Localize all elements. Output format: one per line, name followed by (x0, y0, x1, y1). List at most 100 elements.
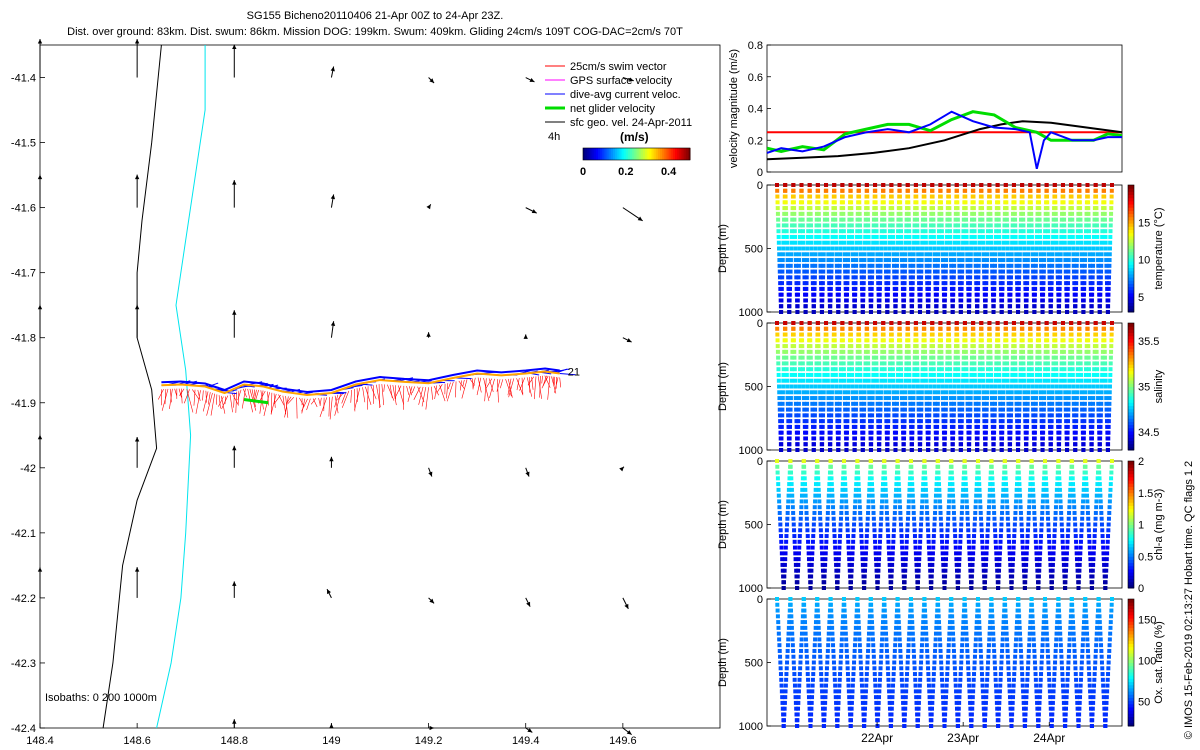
temperature-sample (1052, 188, 1057, 193)
salinity-sample (1080, 407, 1085, 412)
chla-sample (866, 493, 871, 498)
salinity-sample (965, 413, 970, 418)
temperature-sample (912, 217, 917, 222)
chla-sample (838, 516, 843, 521)
salinity-sample (865, 338, 870, 343)
chla-sample (906, 510, 911, 515)
salinity-sample (1091, 372, 1096, 377)
temperature-sample (785, 252, 790, 257)
salinity-sample (792, 349, 797, 354)
temperature-colorbar-cell (1128, 242, 1134, 246)
temperature-sample (902, 286, 907, 291)
salinity-sample (926, 424, 931, 429)
salinity-sample (1099, 407, 1104, 412)
salinity-sample (1104, 396, 1109, 401)
salinity-sample (843, 407, 848, 412)
salinity-sample (1017, 390, 1022, 395)
chla-sample (906, 505, 911, 510)
chla-sample (902, 574, 907, 579)
temperature-sample (899, 246, 904, 251)
temperature-sample (1035, 223, 1040, 228)
chla-sample (889, 574, 894, 579)
salinity-sample (951, 436, 956, 441)
salinity-sample (860, 448, 865, 452)
temperature-sample (802, 269, 807, 274)
temperature-sample (961, 234, 966, 239)
salinity-sample (846, 378, 851, 383)
salinity-sample (838, 390, 843, 395)
temperature-sample (873, 200, 878, 205)
temperature-sample (923, 240, 928, 245)
temperature-sample (888, 223, 893, 228)
temperature-colorbar-cell (1128, 207, 1134, 211)
temperature-sample (977, 234, 982, 239)
temperature-sample (924, 269, 929, 274)
sfc-vector-head (134, 39, 140, 44)
salinity-sample (927, 413, 932, 418)
temperature-colorbar-cell (1128, 219, 1134, 224)
legend-note: 4h (548, 131, 560, 143)
chla-sample (840, 487, 845, 492)
salinity-sample (979, 338, 984, 343)
salinity-sample (842, 378, 847, 383)
salinity-sample (1097, 442, 1102, 447)
salinity-sample (1091, 390, 1096, 395)
salinity-sample (1066, 390, 1071, 395)
temperature-sample (955, 200, 960, 205)
temperature-sample (1108, 234, 1113, 239)
chla-sample (938, 516, 943, 521)
temperature-sample (1016, 298, 1021, 303)
temperature-sample (1012, 206, 1017, 211)
sfc-vector (428, 725, 435, 731)
salinity-sample (783, 332, 788, 337)
salinity-sample (943, 419, 948, 424)
salinity-sample (1106, 436, 1111, 441)
salinity-sample (1100, 355, 1105, 360)
salinity-sample (969, 384, 974, 389)
chla-sample (830, 493, 835, 498)
salinity-sample (993, 384, 998, 389)
temperature-sample (1062, 229, 1067, 234)
salinity-sample (864, 321, 869, 325)
salinity-colorbar-cell (1128, 440, 1134, 445)
salinity-sample (1006, 390, 1011, 395)
temperature-sample (1029, 217, 1034, 222)
salinity-sample (870, 401, 875, 406)
chla-sample (799, 505, 804, 510)
salinity-sample (1099, 396, 1104, 401)
temperature-sample (837, 286, 842, 291)
temperature-sample (939, 223, 944, 228)
temperature-sample (967, 310, 972, 314)
temperature-colorbar-cell (1128, 299, 1134, 303)
swim-vector (192, 389, 199, 400)
temperature-sample (1056, 310, 1061, 314)
temperature-sample (865, 200, 870, 205)
temperature-sample (878, 275, 883, 280)
chla-sample (824, 528, 829, 533)
salinity-sample (849, 355, 854, 360)
temperature-sample (998, 258, 1003, 263)
salinity-sample (906, 349, 911, 354)
salinity-sample (916, 401, 921, 406)
salinity-sample (936, 396, 941, 401)
swim-vector (157, 388, 164, 400)
salinity-sample (1089, 448, 1094, 452)
temperature-sample (1065, 286, 1070, 291)
salinity-sample (1088, 401, 1093, 406)
swim-vector (218, 395, 221, 409)
temperature-sample (795, 310, 800, 314)
chla-sample (805, 534, 810, 539)
temperature-sample (863, 229, 868, 234)
chla-sample (961, 482, 966, 487)
salinity-ytick-label: 0 (757, 318, 763, 330)
temperature-sample (908, 263, 913, 268)
temperature-sample (1004, 211, 1009, 216)
temperature-sample (852, 310, 857, 314)
chla-sample (876, 568, 881, 573)
temperature-sample (813, 269, 818, 274)
temperature-sample (1062, 234, 1067, 239)
salinity-sample (965, 390, 970, 395)
map-xtick-label: 149.2 (415, 735, 443, 747)
salinity-sample (817, 367, 822, 372)
salinity-sample (833, 355, 838, 360)
